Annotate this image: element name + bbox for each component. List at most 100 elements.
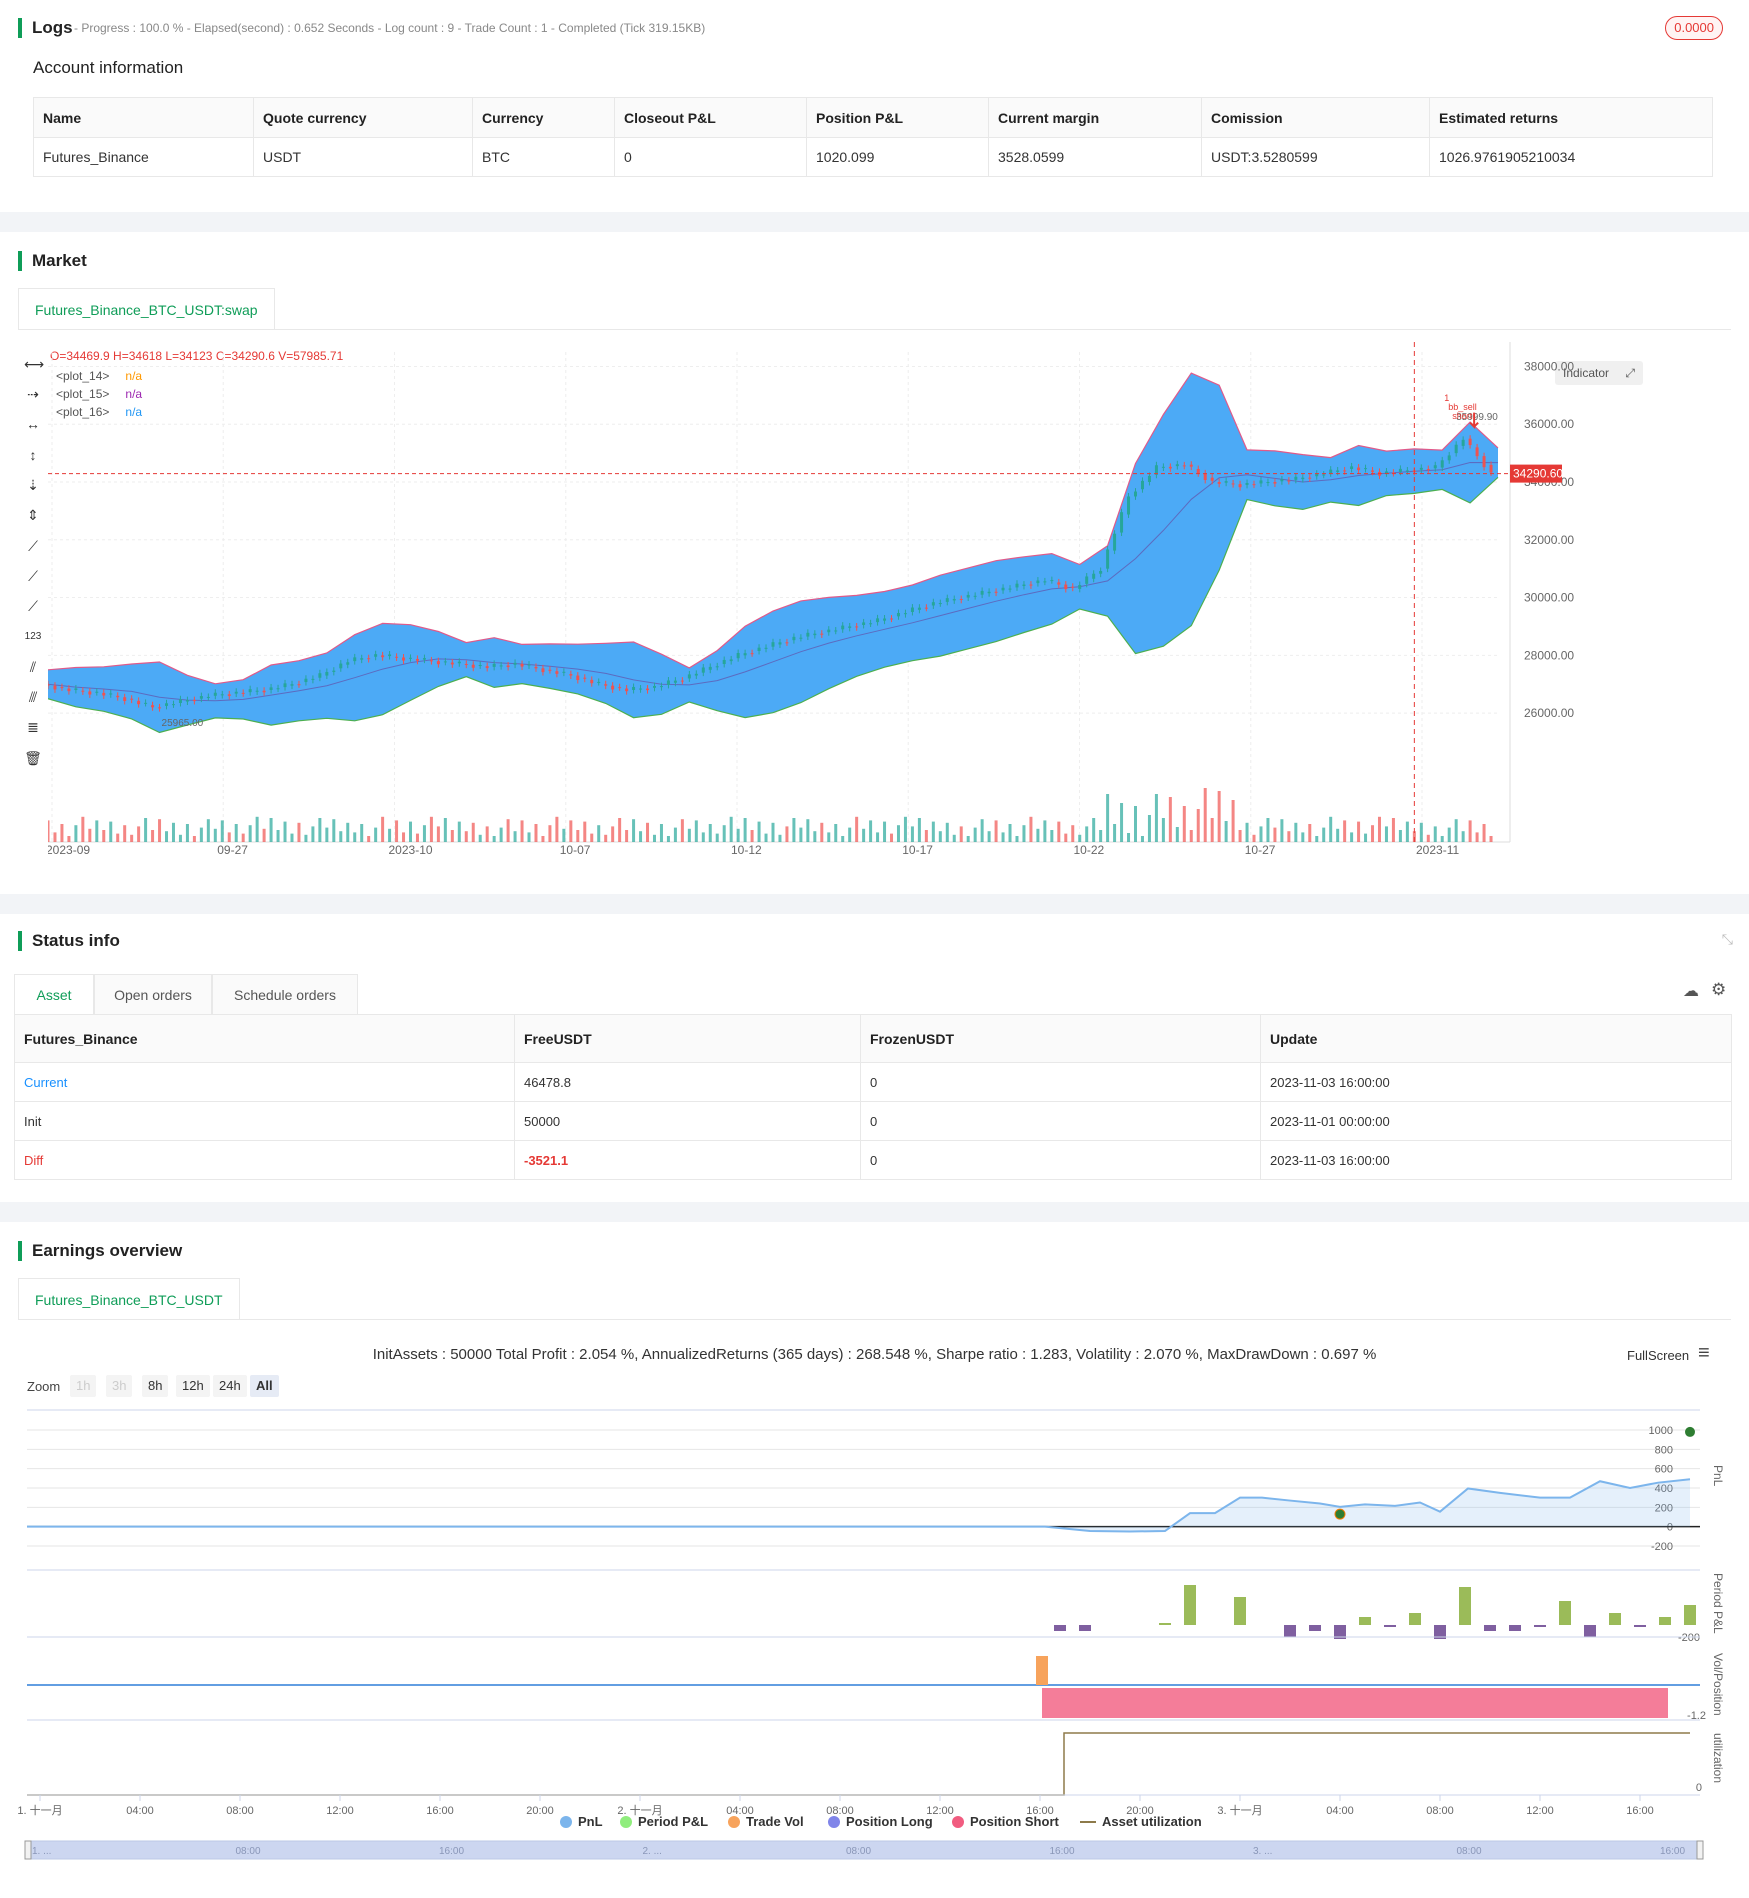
volume-bar [234,824,238,842]
zoom-12h[interactable]: 12h [176,1375,210,1397]
asset-row: Current 46478.8 0 2023-11-03 16:00:00 [14,1062,1732,1102]
volume-bar [102,830,106,842]
candle-body [353,657,357,662]
earnings-chart[interactable]: 1000 800 600 400 200 0 -200 PnL Period P&L -200 Vo… [0,1405,1749,1898]
volume-bar [171,822,175,842]
candle-body [673,680,677,683]
legend-item[interactable]: Trade Vol [728,1814,804,1829]
legend-item[interactable]: Asset utilization [1080,1814,1202,1829]
volume-bar [1440,836,1444,842]
vertical-ray-icon[interactable]: ⇣ [27,477,39,493]
period-pnl-bar [1079,1625,1091,1631]
earnings-summary: InitAssets : 50000 Total Profit : 2.054 … [372,1346,1377,1363]
candle-body [276,688,280,690]
legend-label: PnL [578,1814,603,1829]
volume-bar [646,822,650,842]
candle-body [206,696,210,698]
cloud-download-icon[interactable]: ☁ [1683,983,1699,1000]
candle-body [1008,588,1012,590]
logs-badge[interactable]: 0.0000 [1665,16,1723,40]
vertical-line-icon[interactable]: ↕ [29,447,37,463]
candle-body [1127,496,1131,515]
tab-asset[interactable]: Asset [14,974,94,1014]
volume-bar [1189,830,1193,842]
candle-body [151,705,155,708]
candle-body [297,684,301,686]
account-cell: 3528.0599 [988,137,1202,177]
legend-item[interactable]: Position Long [828,1814,933,1829]
account-col-header: Closeout P&L [614,97,807,138]
ray-line-icon[interactable]: ⟋ [28,568,38,584]
volume-bar [395,820,399,842]
volume-bar [1364,833,1368,842]
legend-item[interactable]: Position Short [952,1814,1059,1829]
collapse-icon[interactable]: ⤡ [1721,931,1733,947]
upper-band-line [48,372,1499,685]
asset-cell-label[interactable]: Diff [14,1140,515,1180]
market-symbol-tab[interactable]: Futures_Binance_BTC_USDT:swap [18,288,275,330]
candle-body [827,629,831,633]
menu-icon[interactable]: ≡ [1698,1342,1710,1364]
segment-line-icon[interactable]: ⟋ [28,598,38,614]
candle-body [1147,475,1151,482]
zoom-8h[interactable]: 8h [142,1375,169,1397]
volume-bar [834,824,838,842]
volume-bar [374,827,378,842]
zoom-1h[interactable]: 1h [70,1375,97,1397]
volume-bar [1113,824,1117,842]
volume-bar [1238,830,1242,842]
gear-icon[interactable]: ⚙ [1711,980,1727,999]
volume-bar [367,836,371,842]
volume-bar [827,832,831,842]
candle-body [924,607,928,609]
price-label-icon[interactable]: 123 [24,631,42,642]
trash-icon[interactable]: 🗑 [24,750,42,766]
legend-item[interactable]: Period P&L [620,1814,708,1829]
volume-bar [318,818,322,842]
candle-body [1168,466,1172,469]
indicator-button[interactable]: Indicator ⤢ [1555,361,1643,385]
candlestick-chart[interactable]: 38000.0036000.0034000.0032000.0030000.00… [48,342,1658,862]
asset-cell-label[interactable]: Init [14,1101,515,1141]
volume-bar [1015,836,1019,842]
cross-line-icon[interactable]: ⇕ [27,507,39,523]
pnl-tick-label: 0 [1667,1522,1673,1534]
volume-bar [1384,826,1388,842]
horizontal-ray-icon[interactable]: ⇢ [27,386,39,402]
x-tick-label: 16:00 [1626,1805,1654,1817]
zoom-all[interactable]: All [250,1375,279,1397]
pitchfork-icon[interactable]: ⫻ [28,689,38,705]
x-tick-label: 04:00 [1326,1805,1354,1817]
plot-name: <plot_16> [56,405,110,419]
fullscreen-button[interactable]: FullScreen [1627,1348,1689,1363]
extended-line-icon[interactable]: ↔ [26,416,40,432]
candle-body [1217,482,1221,484]
earnings-symbol-tab[interactable]: Futures_Binance_BTC_USDT [18,1278,240,1320]
period-pnl-bar [1434,1625,1446,1639]
asset-cell-frozen: 0 [860,1062,1261,1102]
zoom-3h[interactable]: 3h [106,1375,133,1397]
tab-open-orders[interactable]: Open orders [94,974,212,1014]
candle-body [262,690,266,693]
legend-item[interactable]: PnL [560,1814,603,1829]
candle-body [178,699,182,703]
candle-body [959,599,963,600]
asset-cell-label[interactable]: Current [14,1062,515,1102]
parallel-channel-icon[interactable]: ⫽ [29,659,37,675]
zoom-24h[interactable]: 24h [213,1375,247,1397]
volume-bar [910,826,914,842]
volume-bar [1001,832,1005,842]
candle-body [1329,469,1333,474]
tab-schedule-orders[interactable]: Schedule orders [212,974,358,1014]
volume-bar [1371,825,1375,842]
asset-utilization-line [27,1732,1690,1796]
trend-line-icon[interactable]: ⟋ [28,538,38,554]
x-tick-label: 20:00 [526,1805,554,1817]
volume-bar [325,827,329,842]
legend-swatch-icon [620,1816,632,1828]
fib-levels-icon[interactable]: ≣ [27,719,39,735]
volume-bar [862,828,866,842]
legend-swatch-icon [952,1816,964,1828]
horizontal-line-icon[interactable]: ⟷ [24,356,45,372]
candle-body [332,670,336,672]
